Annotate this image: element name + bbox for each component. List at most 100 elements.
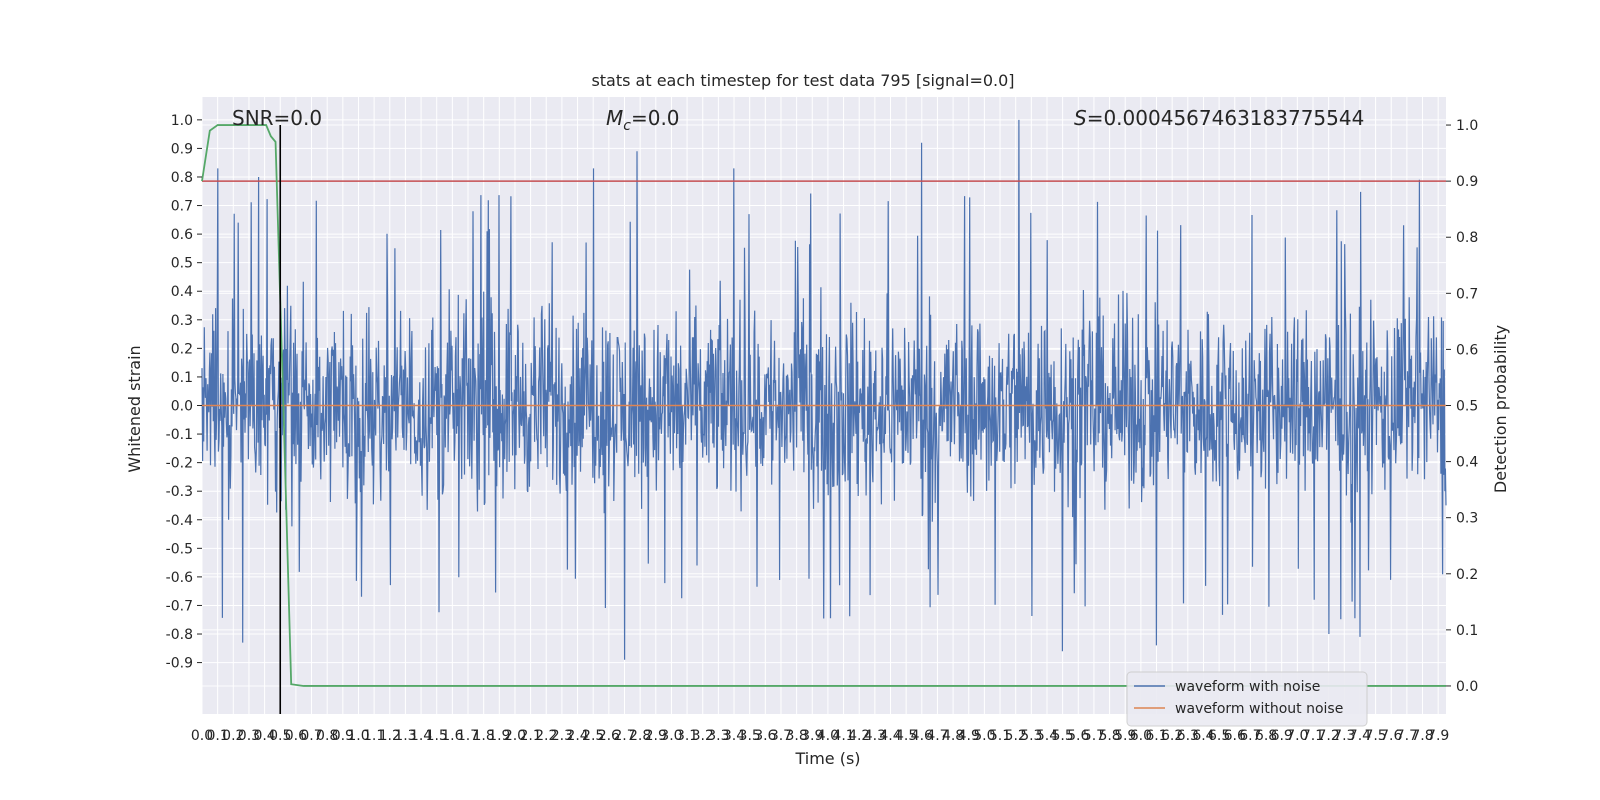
y-tick-label-left: -0.8 [166, 627, 193, 643]
y-tick-label-left: 0.6 [171, 227, 193, 243]
x-tick-label: 3.0 [660, 728, 682, 744]
x-tick-label: 6.3 [1177, 728, 1199, 744]
mc-value: =0.0 [631, 106, 680, 130]
x-tick-label: 0.7 [300, 728, 322, 744]
x-tick-label: 6.4 [1192, 728, 1214, 744]
mc-symbol: M [606, 106, 623, 130]
x-tick-label: 5.4 [1036, 728, 1058, 744]
x-tick-label: 2.6 [598, 728, 620, 744]
y-tick-label-right: 0.2 [1456, 567, 1478, 583]
x-tick-label: 5.1 [989, 728, 1011, 744]
y-tick-label-left: -0.2 [166, 456, 193, 472]
x-tick-label: 7.7 [1396, 728, 1418, 744]
x-tick-label: 2.2 [535, 728, 557, 744]
series-waveform-with-noise [201, 119, 1447, 660]
x-tick-label: 0.8 [316, 728, 338, 744]
x-tick-label: 2.0 [504, 728, 526, 744]
x-tick-label: 5.5 [1051, 728, 1073, 744]
x-tick-label: 3.1 [676, 728, 698, 744]
x-tick-label: 6.1 [1145, 728, 1167, 744]
x-tick-label: 1.0 [347, 728, 369, 744]
series-lines [201, 124, 1446, 714]
y-tick-label-left: 0.4 [171, 284, 193, 300]
x-tick-label: 2.5 [582, 728, 604, 744]
x-tick-label: 2.9 [645, 728, 667, 744]
detection-probability-line [201, 124, 1446, 687]
x-tick-label: 6.0 [1130, 728, 1152, 744]
y-tick-label-left: -0.6 [166, 570, 193, 586]
x-tick-label: 5.9 [1114, 728, 1136, 744]
y-tick-label-right: 0.3 [1456, 511, 1478, 527]
mc-subscript: c [623, 118, 631, 134]
x-tick-label: 7.4 [1349, 728, 1371, 744]
y-tick-label-right: 0.5 [1456, 399, 1478, 415]
x-tick-label: 3.6 [754, 728, 776, 744]
x-tick-label: 1.3 [394, 728, 416, 744]
x-tick-label: 4.1 [832, 728, 854, 744]
x-tick-label: 3.8 [785, 728, 807, 744]
legend: waveform with noise waveform without noi… [1126, 671, 1368, 727]
legend-box [1126, 671, 1368, 727]
x-tick-label: 4.0 [817, 728, 839, 744]
x-tick-label: 6.8 [1255, 728, 1277, 744]
s-symbol: S [1074, 106, 1087, 130]
x-tick-label: 4.8 [942, 728, 964, 744]
y-tick-label-right: 0.4 [1456, 455, 1478, 471]
y-axis-right: 1.0 0.9 0.8 0.7 0.6 0.5 0.4 0.3 0.2 0.1 0.0 [1446, 118, 1478, 695]
x-tick-label: 6.6 [1224, 728, 1246, 744]
x-tick-label: 3.7 [770, 728, 792, 744]
x-tick-label: 7.2 [1318, 728, 1340, 744]
y-tick-label-right: 0.0 [1456, 679, 1478, 695]
y-tick-label-left: -0.4 [166, 513, 193, 529]
x-tick-label: 1.8 [473, 728, 495, 744]
y-tick-label-right: 0.9 [1456, 174, 1478, 190]
x-tick-label: 1.9 [488, 728, 510, 744]
x-axis-label: Time (s) [794, 749, 860, 768]
y-tick-label-left: -0.5 [166, 541, 193, 557]
x-tick-label: 4.5 [895, 728, 917, 744]
y-axis-left-label: Whitened strain [125, 345, 144, 472]
s-value: =0.0004567463183775544 [1087, 106, 1365, 130]
y-tick-label-left: 1.0 [171, 113, 193, 129]
x-tick-label: 3.4 [723, 728, 745, 744]
plot-area [201, 97, 1447, 714]
y-tick-label-left: -0.1 [166, 427, 193, 443]
x-tick-label: 0.0 [191, 728, 213, 744]
y-axis-left: 1.0 0.9 0.8 0.7 0.6 0.5 0.4 0.3 0.2 0.1 0.0 -0.1 -0.… [166, 113, 202, 672]
x-tick-label: 4.9 [958, 728, 980, 744]
chart-title: stats at each timestep for test data 795… [591, 71, 1014, 90]
y-tick-label-left: 0.8 [171, 170, 193, 186]
x-tick-label: 1.5 [426, 728, 448, 744]
x-tick-label: 2.7 [613, 728, 635, 744]
x-tick-label: 1.2 [379, 728, 401, 744]
x-tick-label: 1.6 [441, 728, 463, 744]
x-tick-label: 3.2 [692, 728, 714, 744]
x-tick-label: 1.7 [457, 728, 479, 744]
x-tick-label: 5.6 [1067, 728, 1089, 744]
x-tick-label: 5.7 [1083, 728, 1105, 744]
x-tick-label: 5.2 [1005, 728, 1027, 744]
y-tick-label-right: 0.8 [1456, 230, 1478, 246]
x-tick-label: 6.5 [1208, 728, 1230, 744]
x-tick-label: 3.3 [707, 728, 729, 744]
x-tick-label: 4.4 [879, 728, 901, 744]
y-tick-label-left: -0.9 [166, 656, 193, 672]
x-tick-label: 1.1 [363, 728, 385, 744]
x-tick-label: 4.7 [926, 728, 948, 744]
x-tick-label: 4.2 [848, 728, 870, 744]
y-axis-right-label: Detection probability [1491, 325, 1510, 493]
annotations: SNR=0.0 Mc=0.0 S=0.0004567463183775544 [232, 106, 1364, 134]
x-tick-label: 7.1 [1302, 728, 1324, 744]
x-tick-label: 0.9 [332, 728, 354, 744]
legend-label-noise: waveform with noise [1175, 679, 1320, 695]
y-tick-label-right: 0.6 [1456, 342, 1478, 358]
x-tick-label: 7.9 [1427, 728, 1449, 744]
y-tick-label-right: 0.1 [1456, 623, 1478, 639]
y-tick-label-left: 0.1 [171, 370, 193, 386]
x-tick-label: 2.3 [551, 728, 573, 744]
x-tick-label: 0.6 [285, 728, 307, 744]
y-tick-label-right: 1.0 [1456, 118, 1478, 134]
y-tick-label-left: 0.5 [171, 256, 193, 272]
x-tick-label: 4.6 [911, 728, 933, 744]
